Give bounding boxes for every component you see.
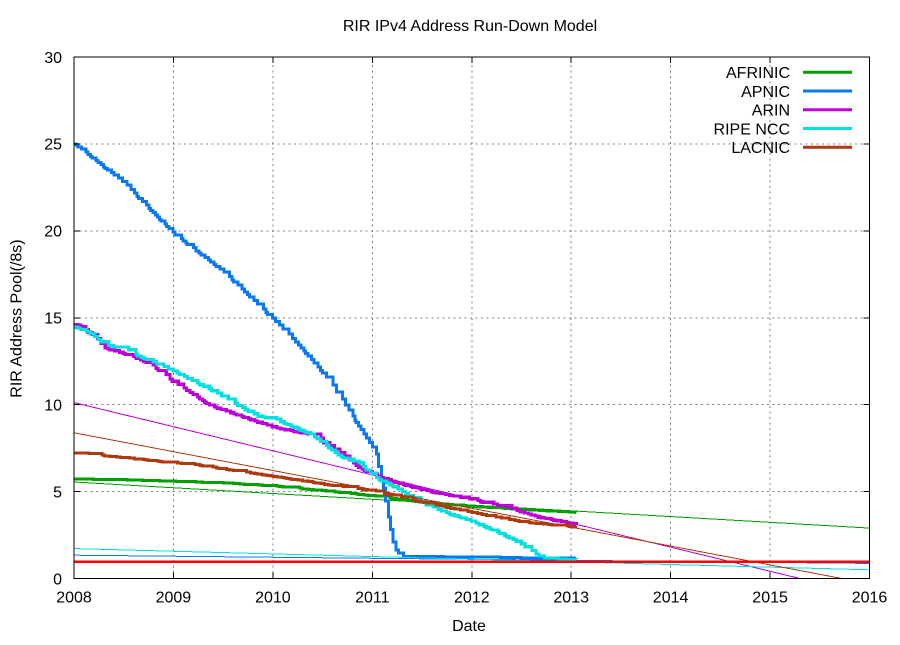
svg-text:2013: 2013 [553, 590, 589, 607]
svg-text:2016: 2016 [852, 590, 888, 607]
svg-text:2014: 2014 [653, 590, 689, 607]
svg-text:APNIC: APNIC [741, 84, 790, 101]
svg-text:2015: 2015 [752, 590, 788, 607]
svg-text:0: 0 [53, 571, 62, 588]
svg-text:5: 5 [53, 484, 62, 501]
svg-text:RIR Address Pool(/8s): RIR Address Pool(/8s) [9, 239, 26, 397]
svg-text:20: 20 [44, 224, 62, 241]
svg-text:2010: 2010 [255, 590, 291, 607]
svg-text:15: 15 [44, 311, 62, 328]
svg-text:25: 25 [44, 137, 62, 154]
svg-text:2011: 2011 [355, 590, 390, 607]
svg-text:Date: Date [452, 618, 486, 635]
svg-text:2008: 2008 [56, 590, 92, 607]
svg-text:2009: 2009 [156, 590, 192, 607]
svg-text:30: 30 [44, 50, 62, 67]
svg-text:10: 10 [44, 398, 62, 415]
svg-text:ARIN: ARIN [752, 103, 790, 120]
svg-text:RIR IPv4 Address Run-Down Mode: RIR IPv4 Address Run-Down Model [343, 18, 597, 35]
svg-text:RIPE NCC: RIPE NCC [714, 121, 790, 138]
svg-text:LACNIC: LACNIC [731, 140, 790, 157]
svg-text:AFRINIC: AFRINIC [726, 65, 790, 82]
svg-text:2012: 2012 [454, 590, 490, 607]
